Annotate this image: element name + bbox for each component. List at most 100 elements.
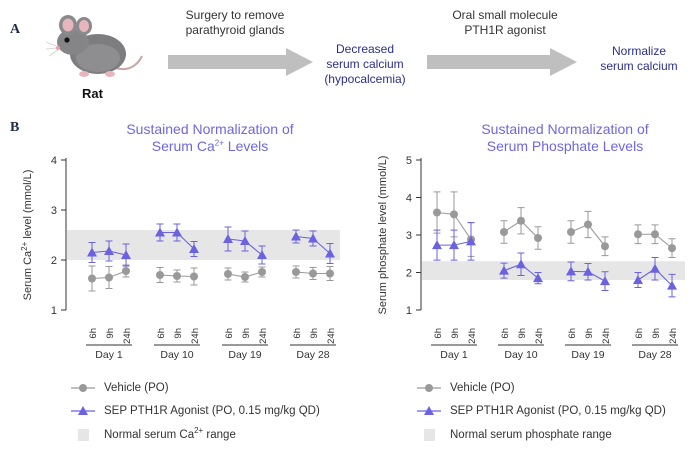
legend1-vehicle: Vehicle (PO) (70, 382, 169, 394)
x-tick-label: 6h (500, 328, 511, 339)
legend1-agonist: SEP PTH1R Agonist (PO, 0.15 mg/kg QD) (70, 405, 320, 417)
x-tick-label: 6h (224, 328, 235, 339)
agonist-point (172, 227, 182, 237)
y-axis-label: Serum Ca2+ level (mmol/L) (20, 170, 34, 301)
agonist-point (499, 265, 509, 275)
agonist-point (121, 250, 131, 259)
legend2-agonist-marker (417, 406, 441, 415)
x-tick-label: 6h (156, 328, 167, 339)
agonist-point (449, 240, 459, 250)
vehicle-point (122, 267, 130, 275)
x-tick-label: 24h (258, 328, 269, 344)
agonist-point (223, 234, 233, 243)
vehicle-point (517, 216, 525, 225)
legend1-agonist-label: SEP PTH1R Agonist (PO, 0.15 mg/kg QD) (104, 405, 320, 417)
rat-label: Rat (82, 86, 103, 101)
agonist-point (633, 275, 643, 284)
x-tick-label: 9h (517, 328, 528, 339)
x-tick-label: 9h (105, 328, 116, 339)
x-tick-label: 24h (122, 328, 133, 344)
agonist-point (240, 236, 250, 245)
normal-range-band (422, 261, 685, 280)
x-tick-label: 6h (88, 328, 99, 339)
x-tick-label: 9h (651, 328, 662, 339)
vehicle-point (634, 230, 642, 239)
vehicle-point (88, 274, 96, 283)
agonist-point (533, 273, 543, 283)
chart-phosphate: 1 2 3 4 5 Serum phosphate level (mmol/L) 6h 9h 2… (377, 155, 685, 361)
x-tick-label: 24h (601, 328, 612, 344)
outcome-hypocalcemia-text: Decreased serum calcium (hypocalcemia) (305, 42, 425, 87)
agonist-point (466, 236, 476, 246)
legend2-vehicle: Vehicle (PO) (416, 382, 515, 394)
legend1-agonist-marker (71, 406, 95, 415)
day-label: Day 1 (440, 349, 468, 361)
x-tick-label: 24h (534, 328, 545, 344)
agonist-point (257, 250, 267, 259)
arrow-2 (427, 48, 577, 76)
x-tick-label: 24h (326, 328, 337, 344)
x-tick-label: 9h (309, 328, 320, 339)
y-tick-label: 3 (406, 230, 412, 242)
y-tick-label: 4 (51, 155, 57, 167)
chart2-title-line2: Serum Phosphate Levels (486, 138, 644, 154)
outcome2-line1: Normalize (611, 44, 666, 58)
vehicle-point (534, 234, 542, 242)
y-tick-label: 4 (406, 193, 412, 205)
vehicle-point (309, 269, 317, 278)
legend2-band-label: Normal serum phosphate range (450, 429, 612, 441)
agonist-point (432, 240, 442, 250)
vehicle-point (567, 228, 575, 236)
vehicle-point (433, 208, 441, 217)
vehicle-point (258, 268, 266, 276)
legend2-agonist-label: SEP PTH1R Agonist (PO, 0.15 mg/kg QD) (450, 405, 666, 417)
y-axis-label: Serum phosphate level (mmol/L) (377, 156, 389, 315)
vehicle-point (241, 273, 249, 281)
day-label: Day 10 (504, 349, 537, 361)
legend2-band: Normal serum phosphate range (416, 428, 612, 442)
vehicle-point (326, 269, 334, 278)
agonist-point (104, 246, 114, 255)
outcome-normalize-text: Normalize serum calcium (583, 44, 695, 74)
chart1-title: Sustained Normalization of Serum Ca2+ Le… (90, 121, 330, 155)
vehicle-point (173, 272, 181, 280)
vehicle-point (105, 273, 113, 282)
agonist-point (600, 276, 610, 286)
x-tick-label: 9h (173, 328, 184, 339)
y-tick-label: 1 (406, 305, 412, 317)
outcome1-line1: Decreased (335, 42, 395, 56)
legend1-band-swatch (78, 429, 89, 441)
x-tick-label: 24h (668, 328, 679, 344)
day-label: Day 28 (296, 349, 329, 361)
vehicle-point (190, 272, 198, 281)
y-tick-label: 3 (51, 205, 57, 217)
chart-calcium: 1 2 3 4 Serum Ca2+ level (mmol/L) 6h 9h 24h Day … (20, 155, 340, 361)
x-tick-label: 24h (467, 328, 478, 344)
x-tick-label: 6h (567, 328, 578, 339)
step-surgery-text: Surgery to remove parathyroid glands (185, 8, 285, 37)
chart1-title-line1: Sustained Normalization of (126, 121, 294, 137)
vehicle-point (584, 220, 592, 229)
legend2-vehicle-label: Vehicle (PO) (450, 382, 515, 394)
agonist-point (516, 259, 526, 269)
chart1-title-line2: Serum Ca2+ Levels (151, 138, 269, 154)
legend1-vehicle-marker (71, 384, 95, 392)
panel-a-label: A (10, 22, 21, 37)
chart2-title: Sustained Normalization of Serum Phospha… (445, 121, 685, 155)
x-tick-label: 6h (634, 328, 645, 339)
vehicle-point (651, 230, 659, 239)
vehicle-point (668, 244, 676, 253)
outcome1-line3: (hypocalcemia) (324, 72, 406, 86)
agonist-point (155, 227, 165, 237)
vehicle-point (450, 210, 458, 219)
y-tick-label: 1 (51, 305, 57, 317)
y-tick-label: 5 (406, 155, 412, 167)
legend1-band: Normal serum Ca2+ range (70, 427, 236, 442)
day-label: Day 19 (571, 349, 604, 361)
agonist-point (308, 233, 318, 243)
x-tick-label: 6h (433, 328, 444, 339)
x-tick-label: 24h (190, 328, 201, 344)
day-label: Day 28 (638, 349, 671, 361)
x-tick-label: 9h (241, 328, 252, 339)
arrow-1 (168, 48, 313, 76)
